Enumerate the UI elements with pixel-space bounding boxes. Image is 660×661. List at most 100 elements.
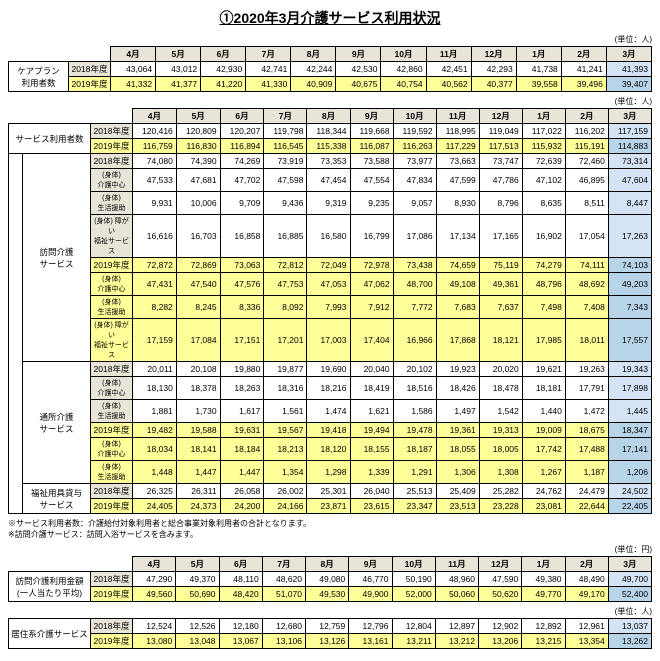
data-cell: 8,245 [176, 296, 220, 319]
data-cell: 12,526 [176, 619, 219, 634]
year-label: 2019年度 [91, 634, 133, 649]
data-cell: 49,900 [349, 587, 392, 602]
data-cell: 73,588 [350, 154, 393, 169]
data-cell: 43,012 [156, 62, 201, 77]
data-cell: 19,343 [608, 362, 651, 377]
month-header: 8月 [306, 557, 349, 572]
data-cell: 12,796 [349, 619, 392, 634]
main-service-table: 4月5月6月7月8月9月10月11月12月1月2月3月サービス利用者数2018年… [8, 108, 652, 514]
data-cell: 19,482 [133, 423, 177, 438]
data-cell: 41,377 [156, 77, 201, 92]
data-cell: 48,960 [435, 572, 478, 587]
data-cell: 19,313 [479, 423, 522, 438]
month-header: 7月 [262, 557, 305, 572]
unit-label-2: (単位：人) [8, 96, 652, 107]
sub-label: (身体)生活援助 [91, 192, 133, 215]
data-cell: 18,675 [565, 423, 608, 438]
data-cell: 48,692 [565, 273, 608, 296]
data-cell: 7,772 [393, 296, 436, 319]
data-cell: 73,353 [307, 154, 350, 169]
unit-label-3: (単位：円) [8, 544, 652, 555]
data-cell: 18,121 [479, 319, 522, 362]
houmon-label: 訪問介護サービス [23, 154, 91, 362]
data-cell: 46,895 [565, 169, 608, 192]
data-cell: 23,228 [479, 499, 522, 514]
data-cell: 42,244 [291, 62, 336, 77]
data-cell: 52,400 [608, 587, 651, 602]
month-header: 7月 [246, 47, 291, 62]
data-cell: 74,103 [608, 258, 651, 273]
month-header: 6月 [220, 109, 264, 124]
data-cell: 19,631 [220, 423, 264, 438]
data-cell: 13,354 [565, 634, 608, 649]
data-cell: 47,533 [133, 169, 177, 192]
sub-label: (身体) 障がい福祉サービス [91, 215, 133, 258]
month-header: 12月 [479, 109, 522, 124]
data-cell: 48,796 [522, 273, 565, 296]
data-cell: 120,809 [176, 124, 220, 139]
month-header: 2月 [561, 47, 606, 62]
data-cell: 19,009 [522, 423, 565, 438]
data-cell: 17,159 [133, 319, 177, 362]
data-cell: 118,344 [307, 124, 350, 139]
data-cell: 48,620 [262, 572, 305, 587]
year-label: 2018年度 [91, 154, 133, 169]
data-cell: 18,184 [220, 438, 264, 461]
sub-label: (身体)生活援助 [91, 461, 133, 484]
data-cell: 23,513 [436, 499, 479, 514]
data-cell: 47,681 [176, 169, 220, 192]
data-cell: 117,513 [479, 139, 522, 154]
data-cell: 116,830 [176, 139, 220, 154]
data-cell: 73,977 [393, 154, 436, 169]
data-cell: 18,263 [220, 377, 264, 400]
data-cell: 25,301 [307, 484, 350, 499]
data-cell: 17,488 [565, 438, 608, 461]
data-cell: 8,282 [133, 296, 177, 319]
data-cell: 116,087 [350, 139, 393, 154]
data-cell: 47,598 [264, 169, 307, 192]
data-cell: 9,436 [264, 192, 307, 215]
sub-label: (身体)介護中心 [91, 169, 133, 192]
month-header: 2月 [565, 109, 608, 124]
unit-label-4: (単位：人) [8, 606, 652, 617]
data-cell: 17,086 [393, 215, 436, 258]
data-cell: 115,932 [522, 139, 565, 154]
sub-label: (身体) 障がい福祉サービス [91, 319, 133, 362]
data-cell: 40,675 [336, 77, 381, 92]
data-cell: 115,338 [307, 139, 350, 154]
month-header: 3月 [608, 557, 651, 572]
data-cell: 47,062 [350, 273, 393, 296]
data-cell: 49,370 [176, 572, 219, 587]
month-header: 10月 [393, 109, 436, 124]
data-cell: 13,048 [176, 634, 219, 649]
data-cell: 19,418 [307, 423, 350, 438]
data-cell: 12,759 [306, 619, 349, 634]
data-cell: 119,049 [479, 124, 522, 139]
data-cell: 13,215 [522, 634, 565, 649]
month-header: 9月 [350, 109, 393, 124]
data-cell: 48,420 [219, 587, 262, 602]
month-header: 11月 [436, 109, 479, 124]
data-cell: 47,554 [350, 169, 393, 192]
data-cell: 12,524 [133, 619, 176, 634]
data-cell: 17,134 [436, 215, 479, 258]
data-cell: 39,407 [606, 77, 651, 92]
data-cell: 17,165 [479, 215, 522, 258]
data-cell: 46,770 [349, 572, 392, 587]
sub-label: (身体)生活援助 [91, 400, 133, 423]
data-cell: 26,040 [350, 484, 393, 499]
data-cell: 17,151 [220, 319, 264, 362]
data-cell: 7,498 [522, 296, 565, 319]
data-cell: 18,141 [176, 438, 220, 461]
data-cell: 7,912 [350, 296, 393, 319]
data-cell: 13,126 [306, 634, 349, 649]
month-header: 3月 [608, 109, 651, 124]
data-cell: 9,057 [393, 192, 436, 215]
data-cell: 50,620 [479, 587, 522, 602]
data-cell: 72,639 [522, 154, 565, 169]
service-users-label: サービス利用者数 [9, 124, 91, 154]
data-cell: 18,181 [522, 377, 565, 400]
data-cell: 1,621 [350, 400, 393, 423]
indent-col [9, 154, 23, 514]
month-header: 8月 [291, 47, 336, 62]
